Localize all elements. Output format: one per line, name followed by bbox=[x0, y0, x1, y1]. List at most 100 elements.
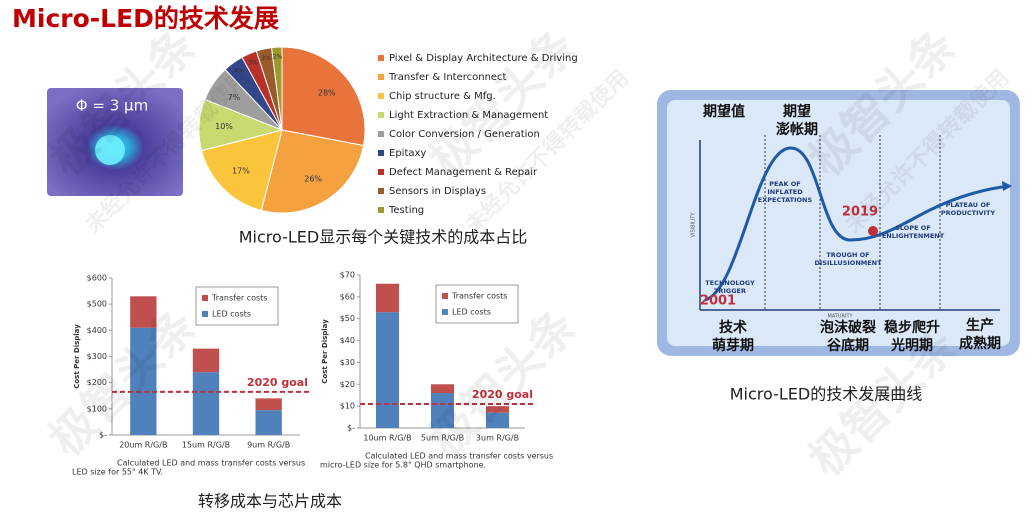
hype-plateau: PRODUCTIVITY bbox=[941, 209, 995, 217]
hype-year-now: 2019 bbox=[842, 205, 878, 220]
y-tick-label: $400 bbox=[87, 326, 107, 335]
legend-label: Transfer & Interconnect bbox=[388, 72, 507, 83]
hype-phase: 光明期 bbox=[890, 337, 933, 354]
hype-caption: Micro-LED的技术发展曲线 bbox=[730, 385, 922, 404]
pie-slice bbox=[271, 46, 283, 131]
y-axis-label: Cost Per Display bbox=[321, 319, 329, 384]
x-tick-label: 9um R/G/B bbox=[247, 441, 290, 450]
hype-arrow bbox=[1002, 181, 1012, 191]
hype-axis-x-label: MATURITY bbox=[827, 314, 853, 320]
x-tick-label: 10um R/G/B bbox=[363, 434, 411, 443]
hype-trigger: TECHNOLOGY bbox=[705, 279, 755, 287]
legend-swatch bbox=[202, 295, 208, 301]
x-tick-label: 20um R/G/B bbox=[119, 441, 167, 450]
charts: 28%26%17%10%7%4%3%3% 2% Pixel & Display Ar… bbox=[72, 46, 578, 477]
y-tick-label: $600 bbox=[87, 274, 107, 283]
photo-label: Φ = 3 μm bbox=[76, 97, 148, 115]
bar-segment bbox=[192, 348, 220, 373]
y-tick-label: $50 bbox=[340, 314, 355, 323]
x-tick-label: 5um R/G/B bbox=[421, 434, 464, 443]
legend-label: Epitaxy bbox=[389, 148, 426, 159]
bar-segment bbox=[430, 393, 455, 428]
hype-phase: 技术 bbox=[719, 319, 747, 336]
chart-caption: micro-LED size for 5.8" QHD smartphone. bbox=[320, 461, 486, 470]
hype-phase: 泡沫破裂 bbox=[820, 319, 876, 336]
slice-label: 3% bbox=[248, 59, 258, 66]
legend-swatch bbox=[202, 311, 208, 317]
hype-slope: ENLIGHTENMENT bbox=[882, 232, 945, 240]
legend-swatch bbox=[378, 93, 384, 99]
y-tick-label: $- bbox=[347, 424, 355, 433]
y-axis-label: Cost Per Display bbox=[73, 324, 81, 389]
hype-cycle: 期望值 期望 澎帐期 VISIBILITY MATURITY PEAK OF I… bbox=[657, 90, 1020, 356]
slice-label: 4% bbox=[234, 67, 244, 74]
hype-phase: 萌芽期 bbox=[712, 337, 754, 354]
hype-phase: 谷底期 bbox=[827, 337, 869, 354]
hype-y-label: 期望值 bbox=[703, 103, 745, 120]
hype-panel bbox=[667, 100, 1010, 346]
bar-segment bbox=[192, 372, 220, 435]
pie-slice bbox=[200, 129, 283, 212]
slice-label: 26% bbox=[304, 175, 322, 184]
legend-swatch bbox=[378, 55, 384, 61]
bar-segment bbox=[485, 412, 510, 428]
hype-phase: 成熟期 bbox=[959, 335, 1001, 352]
y-tick-label: $70 bbox=[340, 271, 355, 280]
pie-slice bbox=[260, 129, 365, 214]
bar-segment bbox=[255, 398, 282, 411]
legend-label: Light Extraction & Management bbox=[389, 110, 548, 121]
legend-swatch bbox=[378, 112, 384, 118]
y-tick-label: $60 bbox=[340, 292, 355, 301]
y-tick-label: $30 bbox=[340, 358, 355, 367]
y-tick-label: $100 bbox=[87, 404, 107, 413]
y-tick-label: $200 bbox=[87, 378, 107, 387]
pie-caption: Micro-LED显示每个关键技术的成本占比 bbox=[239, 228, 527, 247]
bar-segment bbox=[130, 296, 157, 328]
photo-dot bbox=[95, 135, 125, 165]
legend-box bbox=[195, 286, 279, 326]
legend-label: Testing bbox=[388, 205, 424, 216]
bar-segment bbox=[375, 283, 400, 313]
legend-label: Transfer costs bbox=[451, 292, 507, 301]
y-tick-label: $- bbox=[99, 431, 107, 440]
hype-peak-cn: 澎帐期 bbox=[776, 121, 818, 138]
bars-caption: 转移成本与芯片成本 bbox=[198, 492, 342, 511]
slice-label: 7% bbox=[228, 93, 241, 102]
legend-swatch bbox=[378, 150, 384, 156]
legend-swatch bbox=[442, 309, 448, 315]
y-tick-label: $20 bbox=[340, 380, 355, 389]
slice-label: 10% bbox=[215, 122, 233, 131]
slice-label: 28% bbox=[318, 88, 336, 97]
pie-slice bbox=[281, 46, 366, 147]
legend-swatch bbox=[442, 293, 448, 299]
x-tick-label: 3um R/G/B bbox=[476, 434, 519, 443]
hype-curve bbox=[704, 146, 1011, 302]
y-tick-label: $300 bbox=[87, 352, 107, 361]
legend-label: LED costs bbox=[452, 308, 491, 317]
hype-peak-cn: 期望 bbox=[783, 103, 811, 120]
hype-axis-y-label: VISIBILITY bbox=[691, 212, 697, 238]
hype-trigger: TRIGGER bbox=[714, 287, 746, 295]
bar-segment bbox=[130, 327, 157, 435]
chart-caption: Calculated LED and mass transfer costs v… bbox=[365, 452, 553, 461]
hype-trough: DISILLUSIONMENT bbox=[814, 259, 882, 267]
chart-caption: Calculated LED and mass transfer costs v… bbox=[117, 459, 305, 468]
hype-phase: 稳步爬升 bbox=[884, 319, 940, 336]
hype-plateau: PLATEAU OF bbox=[946, 201, 991, 209]
watermark: 极智头条 bbox=[418, 18, 586, 186]
goal-label: 2020 goal bbox=[247, 376, 308, 389]
legend-label: Sensors in Displays bbox=[389, 186, 486, 197]
slide-title: Micro-LED的技术发展 bbox=[12, 4, 279, 33]
hype-year-start: 2001 bbox=[700, 294, 736, 309]
bar-segment bbox=[430, 384, 455, 394]
slice-label: 3% bbox=[261, 55, 271, 62]
hype-phase: 生产 bbox=[966, 317, 994, 334]
x-tick-label: 15um R/G/B bbox=[182, 441, 230, 450]
hype-slope: SLOPE OF bbox=[895, 224, 931, 232]
goal-label: 2020 goal bbox=[472, 388, 533, 401]
legend-label: Defect Management & Repair bbox=[389, 167, 538, 178]
y-tick-label: $500 bbox=[87, 300, 107, 309]
y-tick-label: $10 bbox=[340, 402, 355, 411]
hype-current bbox=[868, 226, 878, 236]
